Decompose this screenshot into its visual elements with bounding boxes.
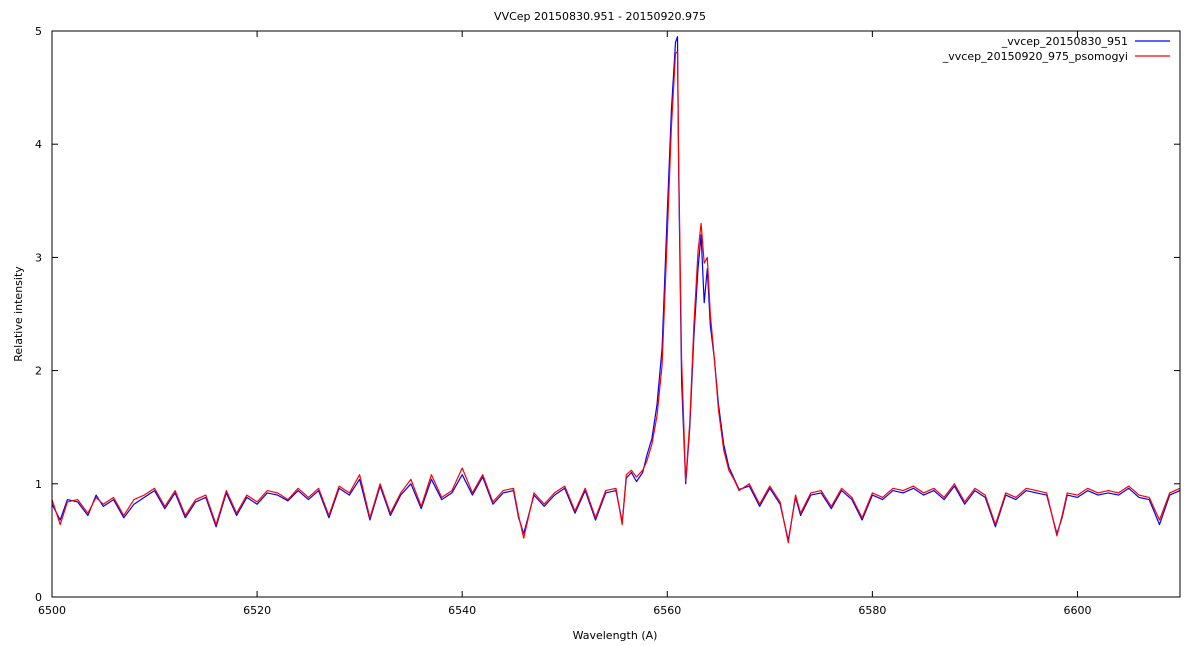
x-axis-ticks: 6500 6520 6540 6560 6580 6600 [38, 31, 1091, 617]
y-tick-label: 1 [35, 478, 42, 491]
series-layer [51, 36, 1181, 544]
x-axis-label: Wavelength (A) [573, 629, 658, 642]
x-tick-label: 6500 [38, 604, 66, 617]
series-line-1 [51, 36, 1181, 541]
y-tick-label: 4 [35, 138, 42, 151]
x-tick-label: 6560 [653, 604, 681, 617]
y-tick-label: 3 [35, 251, 42, 264]
y-tick-label: 0 [35, 591, 42, 604]
chart-title: VVCep 20150830.951 - 20150920.975 [494, 10, 706, 23]
plot-frame [51, 30, 1181, 598]
y-axis-ticks: 0 1 2 3 4 5 [35, 25, 1180, 604]
y-tick-label: 2 [35, 365, 42, 378]
x-tick-label: 6520 [243, 604, 271, 617]
x-tick-label: 6540 [448, 604, 476, 617]
y-axis-label: Relative intensity [12, 266, 25, 362]
legend-label: _vvcep_20150920_975_psomogyi [942, 50, 1128, 63]
x-tick-label: 6600 [1063, 604, 1091, 617]
y-tick-label: 5 [35, 25, 42, 38]
x-tick-label: 6580 [858, 604, 886, 617]
legend: _vvcep_20150830_951 _vvcep_20150920_975_p… [942, 35, 1170, 63]
legend-label: _vvcep_20150830_951 [1001, 35, 1128, 48]
series-line-2 [51, 50, 1181, 544]
